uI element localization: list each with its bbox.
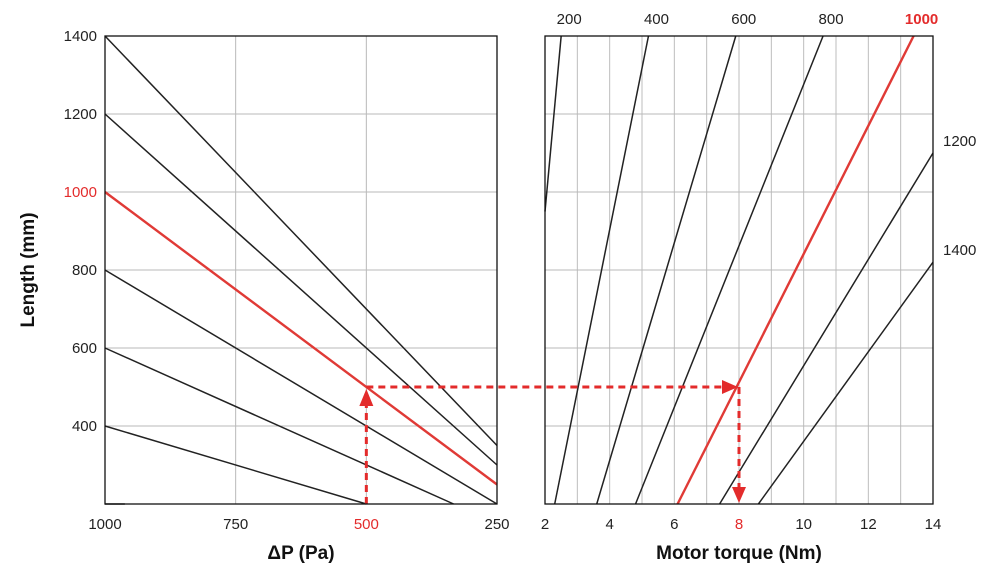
pressure-tick-label-1000: 1000 bbox=[88, 516, 121, 533]
torque-series-label-1400: 1400 bbox=[943, 242, 976, 259]
y-tick-label-1400: 1400 bbox=[64, 28, 97, 45]
torque-series-label-1000: 1000 bbox=[905, 11, 938, 28]
pressure-line-1 bbox=[104, 113, 498, 466]
torque-series-label-600: 600 bbox=[731, 11, 756, 28]
torque-tick-label-4: 4 bbox=[605, 516, 613, 533]
pressure-line-2 bbox=[104, 191, 498, 486]
torque-line-800 bbox=[634, 35, 824, 505]
guide-arrow-down bbox=[732, 487, 746, 503]
torque-line-400 bbox=[553, 35, 650, 505]
pressure-line-4 bbox=[104, 347, 454, 505]
torque-line-200 bbox=[544, 35, 562, 212]
torque-plot-frame bbox=[544, 35, 934, 505]
torque-tick-label-12: 12 bbox=[860, 516, 877, 533]
pressure-tick-label-750: 750 bbox=[223, 516, 248, 533]
pressure-curves bbox=[104, 35, 498, 505]
torque-line-1000 bbox=[676, 35, 915, 505]
guide-arrow-up bbox=[359, 389, 374, 406]
y-tick-label-600: 600 bbox=[72, 340, 97, 357]
y-tick-label-400: 400 bbox=[72, 418, 97, 435]
pressure-tick-label-250: 250 bbox=[484, 516, 509, 533]
pressure-grid bbox=[104, 36, 498, 504]
torque-line-600 bbox=[596, 35, 737, 505]
pressure-line-0 bbox=[104, 35, 498, 447]
torque-tick-label-8: 8 bbox=[735, 516, 743, 533]
torque-series-label-800: 800 bbox=[819, 11, 844, 28]
torque-tick-label-6: 6 bbox=[670, 516, 678, 533]
selection-guide bbox=[359, 380, 746, 504]
torque-series-label-200: 200 bbox=[557, 11, 582, 28]
torque-curves bbox=[544, 35, 934, 505]
pressure-line-5 bbox=[104, 425, 367, 505]
torque-series-label-1200: 1200 bbox=[943, 133, 976, 150]
y-tick-label-800: 800 bbox=[72, 262, 97, 279]
pressure-tick-label-500: 500 bbox=[354, 516, 379, 533]
length-axis-label: Length (mm) bbox=[18, 212, 39, 327]
torque-line-1400 bbox=[757, 261, 934, 505]
torque-tick-label-10: 10 bbox=[795, 516, 812, 533]
torque-line-1200 bbox=[718, 152, 934, 505]
y-tick-label-1200: 1200 bbox=[64, 106, 97, 123]
torque-tick-label-14: 14 bbox=[925, 516, 942, 533]
pressure-line-3 bbox=[104, 269, 498, 505]
pressure-axis-label: ΔP (Pa) bbox=[267, 543, 334, 564]
pressure-plot-frame bbox=[104, 35, 498, 505]
torque-tick-label-2: 2 bbox=[541, 516, 549, 533]
torque-axis-label: Motor torque (Nm) bbox=[656, 543, 822, 564]
y-tick-label-1000: 1000 bbox=[64, 184, 97, 201]
guide-arrow-right bbox=[722, 380, 738, 394]
torque-series-label-400: 400 bbox=[644, 11, 669, 28]
chart-labels: 400 600 800 1000 1200 1400 1000 750 500 250 2 4 6 8 10… bbox=[18, 11, 976, 564]
torque-grid bbox=[545, 36, 933, 504]
